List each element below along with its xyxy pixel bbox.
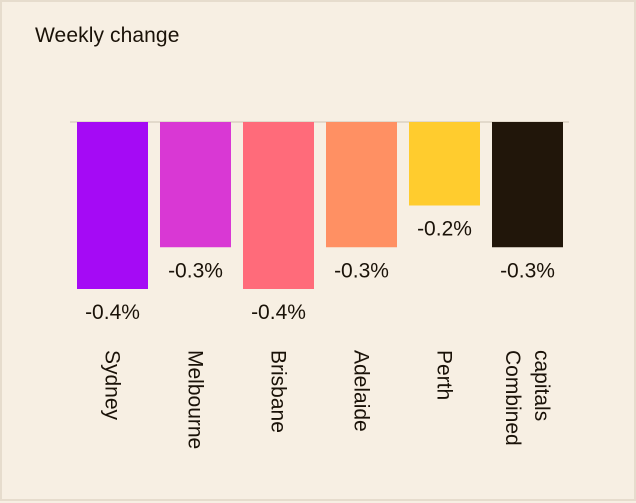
bar xyxy=(492,122,563,248)
data-label: -0.2% xyxy=(417,218,472,241)
data-label: -0.4% xyxy=(85,301,140,324)
chart-title: Weekly change xyxy=(35,24,180,47)
category-label: Sydney xyxy=(101,350,124,421)
data-label: -0.3% xyxy=(500,259,555,282)
bar xyxy=(160,122,231,248)
category-label: Perth xyxy=(433,350,456,400)
data-label: -0.4% xyxy=(251,301,306,324)
bar xyxy=(77,122,148,289)
category-label: Melbourne xyxy=(184,350,207,449)
bar xyxy=(326,122,397,248)
data-label: -0.3% xyxy=(168,259,223,282)
category-label: Brisbane xyxy=(267,350,290,433)
category-label: Combined xyxy=(501,350,524,446)
category-label: Adelaide xyxy=(350,350,373,432)
bar xyxy=(409,122,480,206)
category-label: capitals xyxy=(530,350,553,421)
bar xyxy=(243,122,314,289)
data-label: -0.3% xyxy=(334,259,389,282)
